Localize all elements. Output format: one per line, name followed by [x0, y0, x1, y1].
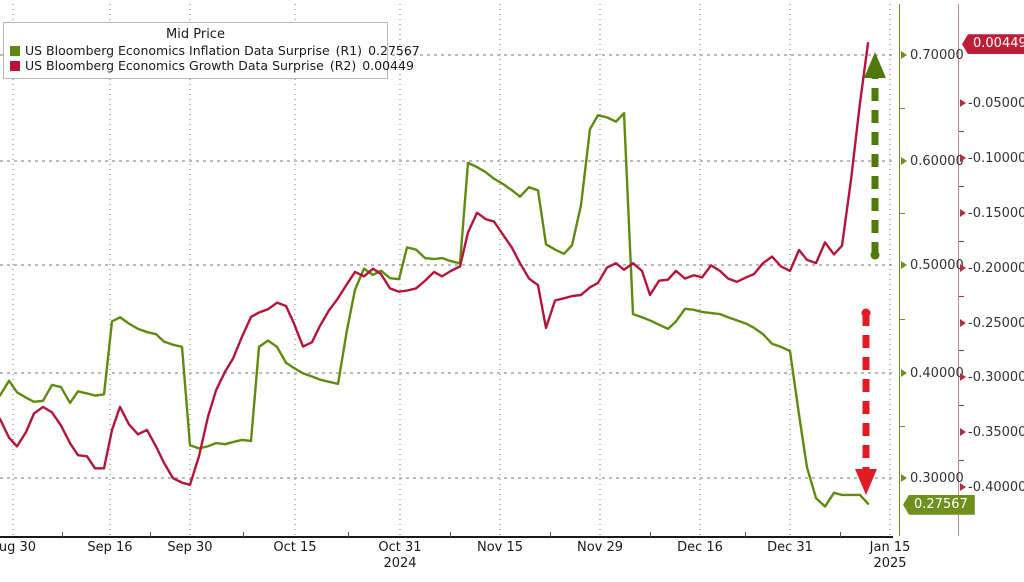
- legend-swatch-inflation: [10, 45, 20, 56]
- value-badge-growth: 0.00449: [962, 34, 1024, 55]
- right-axis-1-tick-arrow-3: [901, 369, 907, 377]
- x-axis-label-1: Sep 16: [87, 540, 133, 555]
- right-axis-2-tick-minor-0: [959, 130, 964, 132]
- x-axis-minor-tick-6: [650, 532, 651, 537]
- legend-value-growth: 0.00449: [362, 58, 414, 73]
- x-axis-minor-tick-4: [450, 532, 451, 537]
- x-axis-minor-tick-3: [347, 532, 349, 537]
- chart-annotations: [855, 52, 886, 495]
- x-axis-label-7: Dec 16: [677, 540, 723, 555]
- legend-row-growth: US Bloomberg Economics Growth Data Surpr…: [10, 58, 414, 73]
- legend-row-inflation: US Bloomberg Economics Inflation Data Su…: [10, 43, 420, 58]
- x-axis-label-3: Oct 15: [273, 540, 317, 555]
- green-up-arrow-head: [864, 52, 886, 78]
- right-axis-1-tick-arrow-1: [901, 157, 907, 165]
- legend-title: Mid Price: [166, 27, 225, 42]
- right-axis-1-tick-label-0: 0.70000: [910, 48, 964, 63]
- red-down-arrow-head: [855, 469, 877, 495]
- right-axis-1-line: [899, 4, 900, 536]
- right-axis-2-tick-arrow-0: [960, 99, 966, 107]
- x-axis-line: [0, 536, 893, 538]
- right-axis-1-tick-label-3: 0.40000: [910, 366, 964, 381]
- x-axis-minor-tick-8: [840, 532, 841, 537]
- right-axis-2-tick-arrow-1: [960, 154, 966, 162]
- right-axis-2-tick-label-1: -0.10000: [968, 151, 1024, 166]
- right-axis-1-tick-label-2: 0.50000: [910, 258, 964, 273]
- right-axis-1-tick-minor-2: [900, 319, 905, 320]
- x-axis-minor-tick-7: [745, 532, 746, 537]
- red-down-arrow-tail-dot: [861, 308, 871, 318]
- x-axis-minor-tick-5: [550, 532, 551, 537]
- right-axis-2-tick-label-6: -0.35000: [968, 425, 1024, 440]
- right-axis-2-tick-minor-6: [959, 459, 964, 461]
- series-line-growth: [0, 42, 870, 487]
- x-axis-label-6: Nov 29: [576, 540, 624, 555]
- right-axis-2-tick-arrow-7: [960, 483, 966, 491]
- right-axis-1-tick-minor-1: [900, 213, 905, 214]
- x-axis-label-5: Nov 15: [476, 540, 524, 555]
- right-axis-2-tick-label-4: -0.25000: [968, 316, 1024, 331]
- x-axis-label-4: Oct 31: [378, 540, 422, 555]
- legend-axis-growth: (R2): [329, 58, 357, 73]
- right-axis-1-tick-arrow-0: [901, 51, 907, 59]
- right-axis-1-tick-minor-0: [900, 108, 905, 109]
- right-axis-2-tick-minor-5: [959, 404, 964, 406]
- green-up-arrow-tail-dot: [870, 250, 880, 260]
- right-axis-2-tick-arrow-6: [960, 428, 966, 436]
- right-axis-2-line: [958, 4, 959, 536]
- right-axis-2-tick-label-0: -0.05000: [968, 96, 1024, 111]
- gridlines: [0, 4, 893, 536]
- x-axis-year-2025: 2025: [873, 556, 907, 571]
- right-axis-2-tick-minor-1: [959, 185, 964, 187]
- value-badge-inflation: 0.27567: [903, 494, 975, 515]
- legend-label-growth: US Bloomberg Economics Growth Data Surpr…: [25, 58, 324, 73]
- right-axis-1-tick-label-4: 0.30000: [910, 471, 964, 486]
- legend-value-inflation: 0.27567: [368, 43, 420, 58]
- right-axis-1-tick-arrow-4: [901, 474, 907, 482]
- right-axis-2-tick-label-5: -0.30000: [968, 370, 1024, 385]
- series-line-inflation: [0, 111, 870, 508]
- legend: Mid Price US Bloomberg Economics Inflati…: [3, 22, 420, 79]
- right-axis-2-tick-minor-2: [959, 240, 964, 242]
- right-axis-2-tick-minor-3: [959, 295, 964, 297]
- x-axis-minor-tick-0: [61, 532, 63, 537]
- right-axis-2-tick-arrow-5: [960, 373, 966, 381]
- x-axis-year-2024: 2024: [383, 556, 417, 571]
- x-axis-label-9: Jan 15: [869, 540, 911, 555]
- right-axis-2-tick-arrow-2: [960, 209, 966, 217]
- series-lines: [0, 42, 870, 508]
- legend-swatch-growth: [10, 60, 20, 71]
- right-axis-2-tick-minor-4: [959, 350, 964, 351]
- right-axis-2-tick-label-7: -0.40000: [968, 480, 1024, 495]
- x-axis-label-0: Aug 30: [0, 540, 37, 555]
- legend-label-inflation: US Bloomberg Economics Inflation Data Su…: [25, 43, 330, 58]
- right-axis-2-tick-label-3: -0.20000: [968, 261, 1024, 276]
- right-axis-2-tick-arrow-4: [960, 319, 966, 327]
- x-axis-label-2: Sep 30: [167, 540, 213, 555]
- x-axis-label-8: Dec 31: [767, 540, 813, 555]
- legend-axis-inflation: (R1): [335, 43, 363, 58]
- chart-canvas: [0, 4, 893, 536]
- right-axis-1-tick-arrow-2: [901, 261, 907, 269]
- right-axis-1-tick-minor-3: [900, 425, 905, 427]
- x-axis-minor-tick-1: [150, 532, 151, 537]
- right-axis-1-tick-label-1: 0.60000: [910, 154, 964, 169]
- x-axis-minor-tick-2: [242, 532, 244, 537]
- plot-area: [0, 4, 893, 536]
- right-axis-2-tick-arrow-3: [960, 264, 966, 272]
- right-axis-2-tick-label-2: -0.15000: [968, 206, 1024, 221]
